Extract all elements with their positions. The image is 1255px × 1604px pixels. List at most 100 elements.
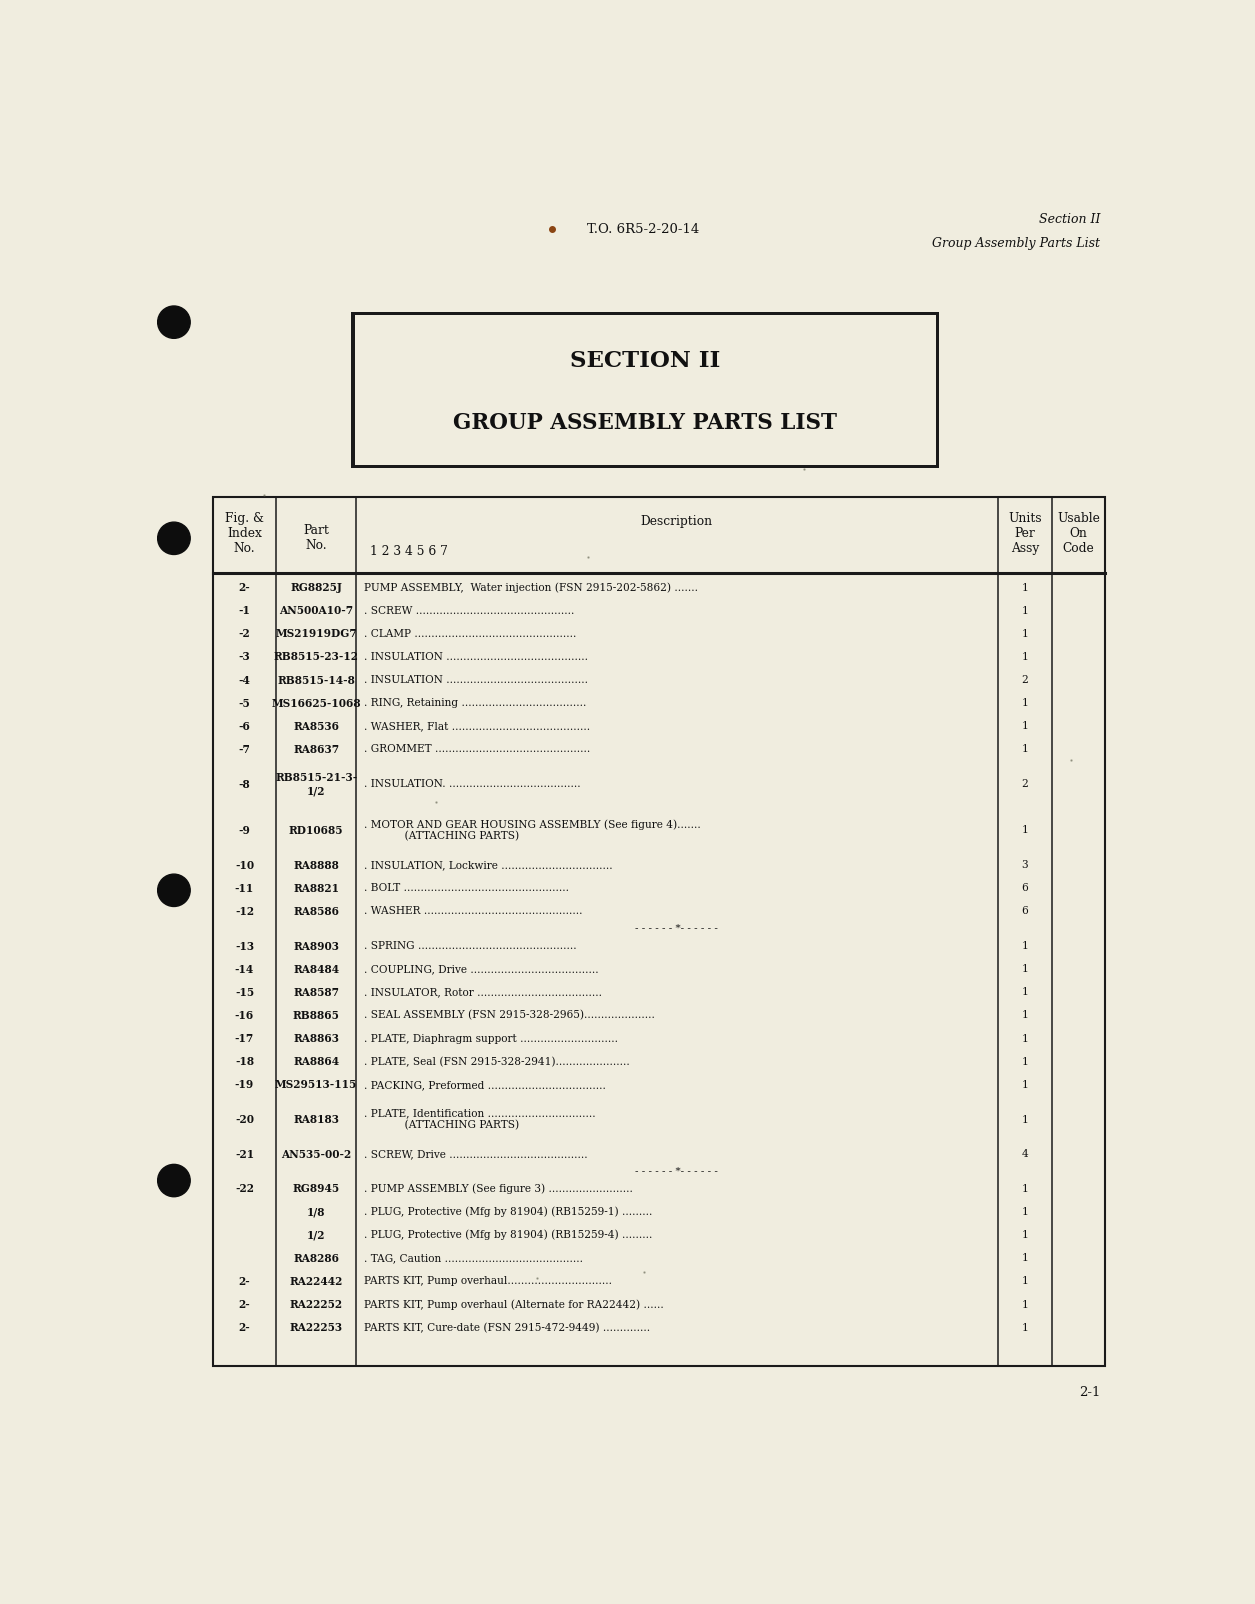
Text: RB8515-23-12: RB8515-23-12 — [274, 651, 359, 662]
Text: 1: 1 — [1022, 606, 1028, 616]
Text: RA8286: RA8286 — [294, 1253, 339, 1264]
Text: 1: 1 — [1022, 582, 1028, 592]
Text: MS21919DG7: MS21919DG7 — [275, 629, 356, 640]
Text: 4: 4 — [1022, 1148, 1028, 1160]
Text: . INSULATOR, Rotor .....................................: . INSULATOR, Rotor .....................… — [364, 988, 602, 998]
Text: RA8863: RA8863 — [294, 1033, 339, 1044]
Text: 1: 1 — [1022, 1115, 1028, 1124]
Text: RB8515-14-8: RB8515-14-8 — [277, 675, 355, 685]
Text: . SPRING ...............................................: . SPRING ...............................… — [364, 942, 576, 951]
Text: -17: -17 — [235, 1033, 254, 1044]
Text: 1: 1 — [1022, 1230, 1028, 1240]
Text: -1: -1 — [238, 605, 251, 616]
Text: 1: 1 — [1022, 826, 1028, 836]
Text: SECTION II: SECTION II — [570, 350, 720, 372]
Text: RA8586: RA8586 — [294, 906, 339, 917]
Text: . INSULATION, Lockwire .................................: . INSULATION, Lockwire .................… — [364, 860, 612, 869]
Text: PARTS KIT, Pump overhaul (Alternate for RA22442) ......: PARTS KIT, Pump overhaul (Alternate for … — [364, 1299, 664, 1310]
Text: RA8903: RA8903 — [294, 940, 339, 951]
Circle shape — [158, 1165, 191, 1197]
Text: . SCREW ...............................................: . SCREW ................................… — [364, 606, 575, 616]
Text: . INSULATION ..........................................: . INSULATION ...........................… — [364, 651, 587, 662]
Text: . PLUG, Protective (Mfg by 81904) (RB15259-4) .........: . PLUG, Protective (Mfg by 81904) (RB152… — [364, 1230, 653, 1240]
Text: . PLATE, Identification ................................
            (ATTACHING : . PLATE, Identification ................… — [364, 1108, 595, 1131]
Text: . BOLT .................................................: . BOLT .................................… — [364, 884, 569, 893]
Text: -16: -16 — [235, 1011, 254, 1020]
Text: . WASHER, Flat .........................................: . WASHER, Flat .........................… — [364, 722, 590, 731]
Text: -10: -10 — [235, 860, 254, 871]
Text: -22: -22 — [235, 1184, 254, 1195]
Text: -4: -4 — [238, 675, 251, 685]
Text: RD10685: RD10685 — [289, 824, 344, 836]
Text: T.O. 6R5-2-20-14: T.O. 6R5-2-20-14 — [587, 223, 699, 236]
Text: Part
No.: Part No. — [304, 525, 329, 552]
Text: . TAG, Caution .........................................: . TAG, Caution .........................… — [364, 1253, 582, 1264]
Text: GROUP ASSEMBLY PARTS LIST: GROUP ASSEMBLY PARTS LIST — [453, 412, 837, 435]
Text: RA22442: RA22442 — [290, 1275, 343, 1286]
Text: 1: 1 — [1022, 1011, 1028, 1020]
Text: PUMP ASSEMBLY,  Water injection (FSN 2915-202-5862) .......: PUMP ASSEMBLY, Water injection (FSN 2915… — [364, 582, 698, 593]
Text: -18: -18 — [235, 1055, 254, 1067]
Text: 1: 1 — [1022, 1057, 1028, 1067]
Text: RA8637: RA8637 — [294, 744, 339, 755]
Text: 6: 6 — [1022, 906, 1028, 916]
Text: . RING, Retaining .....................................: . RING, Retaining ......................… — [364, 698, 586, 707]
Text: -14: -14 — [235, 964, 254, 975]
Bar — [212, 497, 1104, 1367]
Text: . COUPLING, Drive ......................................: . COUPLING, Drive ......................… — [364, 964, 599, 974]
Text: - - - - - - *- - - - - -: - - - - - - *- - - - - - — [635, 924, 718, 934]
Circle shape — [158, 306, 191, 338]
Text: . PUMP ASSEMBLY (See figure 3) .........................: . PUMP ASSEMBLY (See figure 3) .........… — [364, 1184, 633, 1195]
Text: RA8864: RA8864 — [294, 1055, 339, 1067]
Text: RB8515-21-3-
1/2: RB8515-21-3- 1/2 — [275, 772, 358, 796]
Text: RA8536: RA8536 — [294, 720, 339, 731]
Text: Section II: Section II — [1039, 213, 1101, 226]
Text: 1: 1 — [1022, 698, 1028, 707]
Text: RA8587: RA8587 — [294, 986, 339, 998]
Bar — [351, 311, 939, 468]
Text: 1: 1 — [1022, 722, 1028, 731]
Text: 1: 1 — [1022, 1323, 1028, 1333]
Text: -7: -7 — [238, 744, 251, 755]
Bar — [354, 314, 936, 465]
Text: . PLUG, Protective (Mfg by 81904) (RB15259-1) .........: . PLUG, Protective (Mfg by 81904) (RB152… — [364, 1206, 653, 1217]
Text: . MOTOR AND GEAR HOUSING ASSEMBLY (See figure 4).......
            (ATTACHING P: . MOTOR AND GEAR HOUSING ASSEMBLY (See f… — [364, 820, 700, 842]
Circle shape — [158, 874, 191, 906]
Text: . WASHER ...............................................: . WASHER ...............................… — [364, 906, 582, 916]
Text: -3: -3 — [238, 651, 250, 662]
Text: . CLAMP ................................................: . CLAMP ................................… — [364, 629, 576, 638]
Text: -6: -6 — [238, 720, 251, 731]
Text: -2: -2 — [238, 629, 250, 640]
Text: AN500A10-7: AN500A10-7 — [279, 605, 353, 616]
Text: Fig. &
Index
No.: Fig. & Index No. — [225, 512, 264, 555]
Circle shape — [158, 523, 191, 555]
Text: 3: 3 — [1022, 860, 1028, 869]
Text: 2-: 2- — [238, 1322, 250, 1333]
Text: -19: -19 — [235, 1079, 254, 1091]
Text: 1: 1 — [1022, 1079, 1028, 1089]
Text: . INSULATION. .......................................: . INSULATION. ..........................… — [364, 780, 580, 789]
Text: -20: -20 — [235, 1115, 254, 1124]
Text: . PLATE, Diaphragm support .............................: . PLATE, Diaphragm support .............… — [364, 1033, 617, 1044]
Text: 1: 1 — [1022, 988, 1028, 998]
Text: -12: -12 — [235, 906, 254, 917]
Text: PARTS KIT, Pump overhaul...............................: PARTS KIT, Pump overhaul................… — [364, 1277, 611, 1286]
Text: . PLATE, Seal (FSN 2915-328-2941)......................: . PLATE, Seal (FSN 2915-328-2941).......… — [364, 1057, 630, 1067]
Text: . GROMMET ..............................................: . GROMMET ..............................… — [364, 744, 590, 754]
Text: 2: 2 — [1022, 780, 1028, 789]
Text: RA22252: RA22252 — [290, 1299, 343, 1310]
Text: -9: -9 — [238, 824, 251, 836]
Text: 1/8: 1/8 — [307, 1206, 325, 1217]
Text: -21: -21 — [235, 1148, 254, 1160]
Text: RG8945: RG8945 — [292, 1184, 340, 1195]
Text: AN535-00-2: AN535-00-2 — [281, 1148, 351, 1160]
Text: 1/2: 1/2 — [307, 1230, 325, 1240]
Text: . INSULATION ..........................................: . INSULATION ...........................… — [364, 675, 587, 685]
Text: 1: 1 — [1022, 744, 1028, 754]
Text: Group Assembly Parts List: Group Assembly Parts List — [932, 237, 1101, 250]
Text: . PACKING, Preformed ...................................: . PACKING, Preformed ...................… — [364, 1079, 606, 1089]
Text: -13: -13 — [235, 940, 254, 951]
Text: 1: 1 — [1022, 1253, 1028, 1264]
Text: 1: 1 — [1022, 1208, 1028, 1217]
Text: 1: 1 — [1022, 651, 1028, 662]
